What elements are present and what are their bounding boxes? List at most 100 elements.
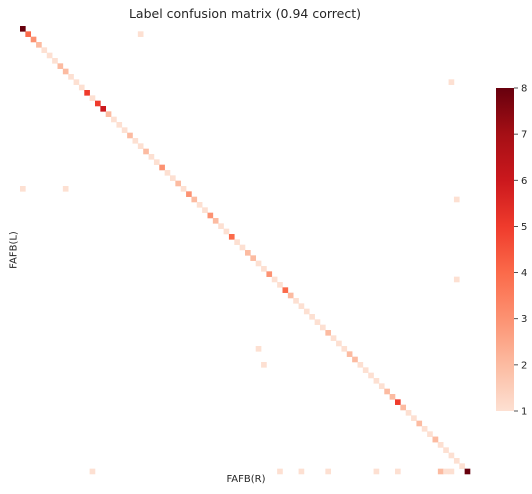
heatmap-cell [303,308,310,315]
heatmap-cell [57,63,64,69]
heatmap-cell [148,154,155,160]
heatmap-cell [427,431,433,437]
heatmap-cell [73,79,80,85]
heatmap-cell [277,282,283,288]
heatmap-cell [36,42,42,48]
heatmap-cell [277,468,283,475]
heatmap-cell [121,127,128,133]
heatmap-cell [464,468,471,475]
heatmap-cell [443,447,449,453]
heatmap-cell [20,26,26,32]
heatmap-cell [437,468,444,475]
heatmap-cell [453,196,460,203]
heatmap-cell [432,436,439,443]
colorbar-tick-label: 4 [521,268,527,279]
heatmap-cell [116,122,123,128]
heatmap-cell [89,468,96,475]
heatmap-cell [443,468,449,475]
heatmap-cell [100,106,107,112]
colorbar-tick-label: 7 [521,130,527,141]
heatmap-cell [52,58,58,64]
heatmap-cell [320,324,326,331]
heatmap-cell [282,287,289,293]
heatmap-cell [368,372,374,379]
heatmap-cell [223,228,230,235]
heatmap-cell [62,186,69,192]
x-axis-label: FAFB(R) [226,474,266,485]
heatmap-cell [325,468,332,475]
heatmap-cell [266,271,273,277]
heatmap-cell [421,426,428,432]
heatmap-cell [111,116,117,123]
heatmap-cell [164,170,171,176]
heatmap-cell [46,52,53,59]
heatmap-cell [207,212,214,219]
heatmap-cell [255,260,262,267]
heatmap-cell [411,415,417,421]
heatmap-cell [453,458,460,464]
heatmap-cell [30,36,37,43]
heatmap-cell [186,191,192,197]
heatmap-cell [180,186,187,192]
heatmap-cell [357,362,364,368]
heatmap-cell [437,442,444,448]
colorbar-ticks: 1 2 3 4 5 6 7 8 [514,84,527,418]
heatmap-cell [416,420,423,427]
heatmap-cells [20,26,471,475]
colorbar-tick-label: 6 [521,176,527,187]
heatmap-cell [448,79,455,85]
heatmap-cell [261,362,267,368]
heatmap-cell [352,356,358,363]
heatmap-cell [175,180,182,187]
heatmap-cell [234,239,240,245]
heatmap-cell [68,74,74,80]
heatmap-cell [255,346,262,352]
heatmap-cell [261,266,267,272]
heatmap-cell [89,95,96,101]
heatmap-cell [62,68,69,75]
heatmap-cell [384,388,390,395]
heatmap-cell [250,255,257,261]
heatmap-cell [330,335,337,341]
heatmap-cell [127,132,133,139]
heatmap-cell [336,340,342,347]
colorbar-tick-label: 2 [521,360,527,371]
heatmap-cell [212,218,219,224]
heatmap-cell [84,90,90,96]
heatmap-cell [159,164,165,171]
heatmap-cell [314,319,321,325]
heatmap-cell [389,394,396,400]
heatmap-cell [378,383,385,389]
chart-title: Label confusion matrix (0.94 correct) [128,6,362,21]
heatmap-cell [153,159,160,165]
colorbar-tick-label: 5 [521,222,527,233]
heatmap-cell [341,346,348,352]
heatmap-cell [448,468,455,475]
heatmap-cell [228,234,235,240]
heatmap-cell [346,351,353,357]
heatmap-cell [395,468,401,475]
heatmap-cell [196,202,203,208]
heatmap-cell [132,138,139,144]
heatmap-cell [453,276,460,283]
heatmap-cell [137,143,144,149]
colorbar-tick-label: 3 [521,314,527,325]
heatmap-cell [309,314,315,320]
heatmap-cell [105,111,112,117]
heatmap-cell [405,410,412,416]
heatmap-cell [95,100,101,107]
heatmap-cell [362,367,369,373]
heatmap-cell [395,399,401,405]
heatmap-cell [325,330,332,336]
heatmap-cell [287,292,294,299]
heatmap-cell [41,47,48,53]
heatmap-cell [448,452,455,459]
heatmap-cell [298,303,305,309]
heatmap-cell [143,148,149,155]
heatmap-cell [137,31,144,37]
heatmap-cell [202,207,208,213]
heatmap-cell [218,223,224,229]
heatmap-cell [400,404,407,411]
heatmap-cell [373,468,380,475]
